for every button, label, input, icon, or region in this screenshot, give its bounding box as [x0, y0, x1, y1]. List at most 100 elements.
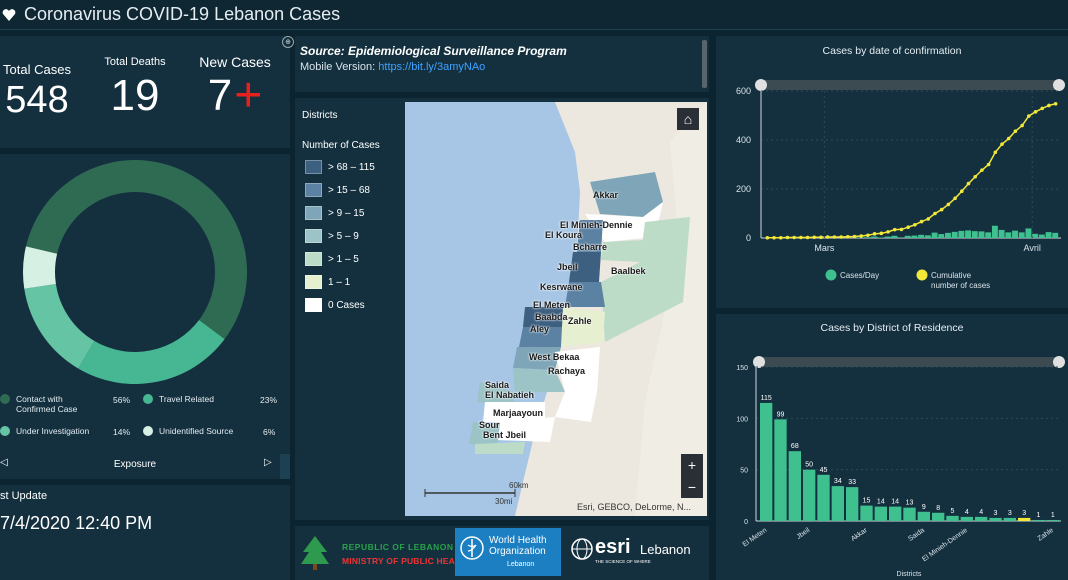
- new-cases-stat: New Cases 7 +: [195, 54, 275, 120]
- district-bcharre[interactable]: [601, 240, 645, 262]
- district-zahle[interactable]: [561, 307, 605, 347]
- bar-value-label: 115: [761, 395, 772, 402]
- expand-icon[interactable]: ⊕: [282, 36, 294, 48]
- district-chouf[interactable]: [513, 368, 565, 392]
- district-bar: [831, 486, 844, 521]
- district-koura[interactable]: [577, 220, 603, 252]
- cumulative-point: [973, 174, 977, 179]
- district-nabatieh[interactable]: [483, 402, 545, 424]
- cumulative-point: [1006, 136, 1011, 141]
- map-label: Zahle: [568, 316, 592, 326]
- district-bar: [788, 451, 801, 521]
- district-meten[interactable]: [523, 307, 565, 327]
- mobile-version: Mobile Version: https://bit.ly/3amyNAo: [300, 61, 486, 73]
- cumulative-point: [886, 230, 890, 234]
- district-west-bekaa[interactable]: [555, 347, 600, 392]
- source-panel: Source: Epidemiological Surveillance Pro…: [295, 36, 709, 92]
- y-tick-label: 100: [736, 416, 748, 423]
- daily-bar: [951, 231, 958, 238]
- ministry-line2: MINISTRY OF PUBLIC HEALTH: [342, 556, 472, 566]
- last-update-value: 7/4/2020 12:40 PM: [0, 513, 153, 533]
- district-rachaya[interactable]: [555, 392, 597, 422]
- cumulative-point: [852, 234, 857, 239]
- bar-value-label: 3: [1008, 510, 1012, 517]
- bar-value-label: 45: [820, 467, 828, 474]
- cumulative-point: [832, 235, 837, 239]
- legend-dot: [143, 426, 153, 436]
- district-kesrwane[interactable]: [565, 282, 605, 307]
- district-bar: [946, 515, 959, 521]
- page-title: Coronavirus COVID-19 Lebanon Cases: [24, 4, 341, 24]
- mobile-link[interactable]: https://bit.ly/3amyNAo: [378, 61, 486, 73]
- cumulative-point: [926, 217, 931, 221]
- district-baabda[interactable]: [519, 327, 563, 347]
- cumulative-point: [778, 235, 783, 240]
- daily-bar: [998, 229, 1005, 238]
- district-bent-jbeil[interactable]: [475, 442, 525, 454]
- slider-handle-left[interactable]: [753, 356, 765, 368]
- district-bar: [975, 516, 988, 521]
- daily-bar: [891, 235, 898, 238]
- bar-value-label: 13: [906, 500, 914, 507]
- cumulative-point: [913, 222, 917, 227]
- donut-chart: [22, 160, 247, 384]
- scrollbar[interactable]: [280, 454, 290, 479]
- new-cases-label: New Cases: [199, 54, 271, 70]
- source-title: Source: Epidemiological Surveillance Pro…: [300, 44, 567, 58]
- bar-value-label: 50: [805, 462, 813, 469]
- map-legend-item: 0 Cases: [305, 298, 365, 312]
- range-slider: [761, 80, 1061, 90]
- cumulative-point: [906, 225, 910, 230]
- bar-value-label: 9: [922, 504, 926, 511]
- bar-value-label: 14: [891, 499, 899, 506]
- chart-by-district-panel: Cases by District of Residence 0 50 100 150…: [716, 314, 1068, 580]
- district-minieh[interactable]: [585, 202, 663, 242]
- cumulative-point: [993, 150, 998, 155]
- who-logo: World Health Organization Lebanon: [455, 528, 561, 576]
- investigation-pct: 14%: [113, 427, 131, 437]
- slider-handle-right[interactable]: [1053, 356, 1065, 368]
- total-deaths-label: Total Deaths: [104, 56, 166, 68]
- legend-swatch: [305, 275, 322, 289]
- cumulative-point: [772, 235, 776, 240]
- cases-by-date-chart: 0 200 400 600 Mars Avril Cases/Day Cumulativenu…: [736, 79, 1065, 290]
- map-label: Baabda: [535, 312, 568, 322]
- next-page-icon[interactable]: ▷: [264, 457, 272, 468]
- map-legend-item: > 9 – 15: [305, 206, 364, 220]
- zoom-out-button[interactable]: −: [681, 476, 703, 498]
- totals-panel: Total Cases 548 Total Deaths 19 New Case…: [0, 36, 294, 148]
- home-icon[interactable]: ⌂: [677, 108, 699, 130]
- slider-handle-left[interactable]: [755, 79, 767, 91]
- legend-unidentified: Unidentified Source: [143, 426, 233, 436]
- district-marjaayoun[interactable]: [497, 417, 555, 442]
- total-deaths-stat: Total Deaths 19: [100, 56, 170, 118]
- district-bar: [846, 487, 859, 521]
- daily-bar: [1005, 232, 1012, 238]
- slider-handle-right[interactable]: [1053, 79, 1065, 91]
- map-label: Rachaya: [548, 366, 586, 376]
- district-bar: [1046, 519, 1059, 521]
- district-akkar[interactable]: [590, 172, 663, 217]
- chart-title: Cases by District of Residence: [820, 322, 964, 334]
- district-sour[interactable]: [469, 422, 500, 447]
- district-aley[interactable]: [513, 347, 561, 370]
- y-tick-label: 400: [736, 135, 751, 145]
- scrollbar[interactable]: [702, 40, 707, 88]
- map-label: Marjaayoun: [493, 408, 544, 418]
- prev-page-icon[interactable]: ◁: [0, 457, 8, 468]
- district-baalbek[interactable]: [601, 217, 690, 342]
- cumulative-point: [872, 232, 877, 236]
- district-jbeil[interactable]: [569, 252, 601, 282]
- daily-bar: [911, 235, 918, 238]
- cumulative-point: [879, 231, 884, 236]
- cumulative-point: [980, 168, 984, 172]
- map-attribution: Esri, GEBCO, DeLorme, N...: [576, 502, 691, 512]
- zoom-in-button[interactable]: +: [681, 454, 703, 476]
- scale-km: 60km: [509, 481, 529, 490]
- map-view[interactable]: Akkar El Minieh-Dennie El Koura Bcharre Jbei…: [405, 102, 707, 516]
- district-bar: [874, 506, 887, 521]
- daily-bar: [971, 231, 978, 238]
- district-bar: [1018, 517, 1031, 521]
- district-saida[interactable]: [477, 382, 515, 407]
- district-bar: [960, 516, 973, 521]
